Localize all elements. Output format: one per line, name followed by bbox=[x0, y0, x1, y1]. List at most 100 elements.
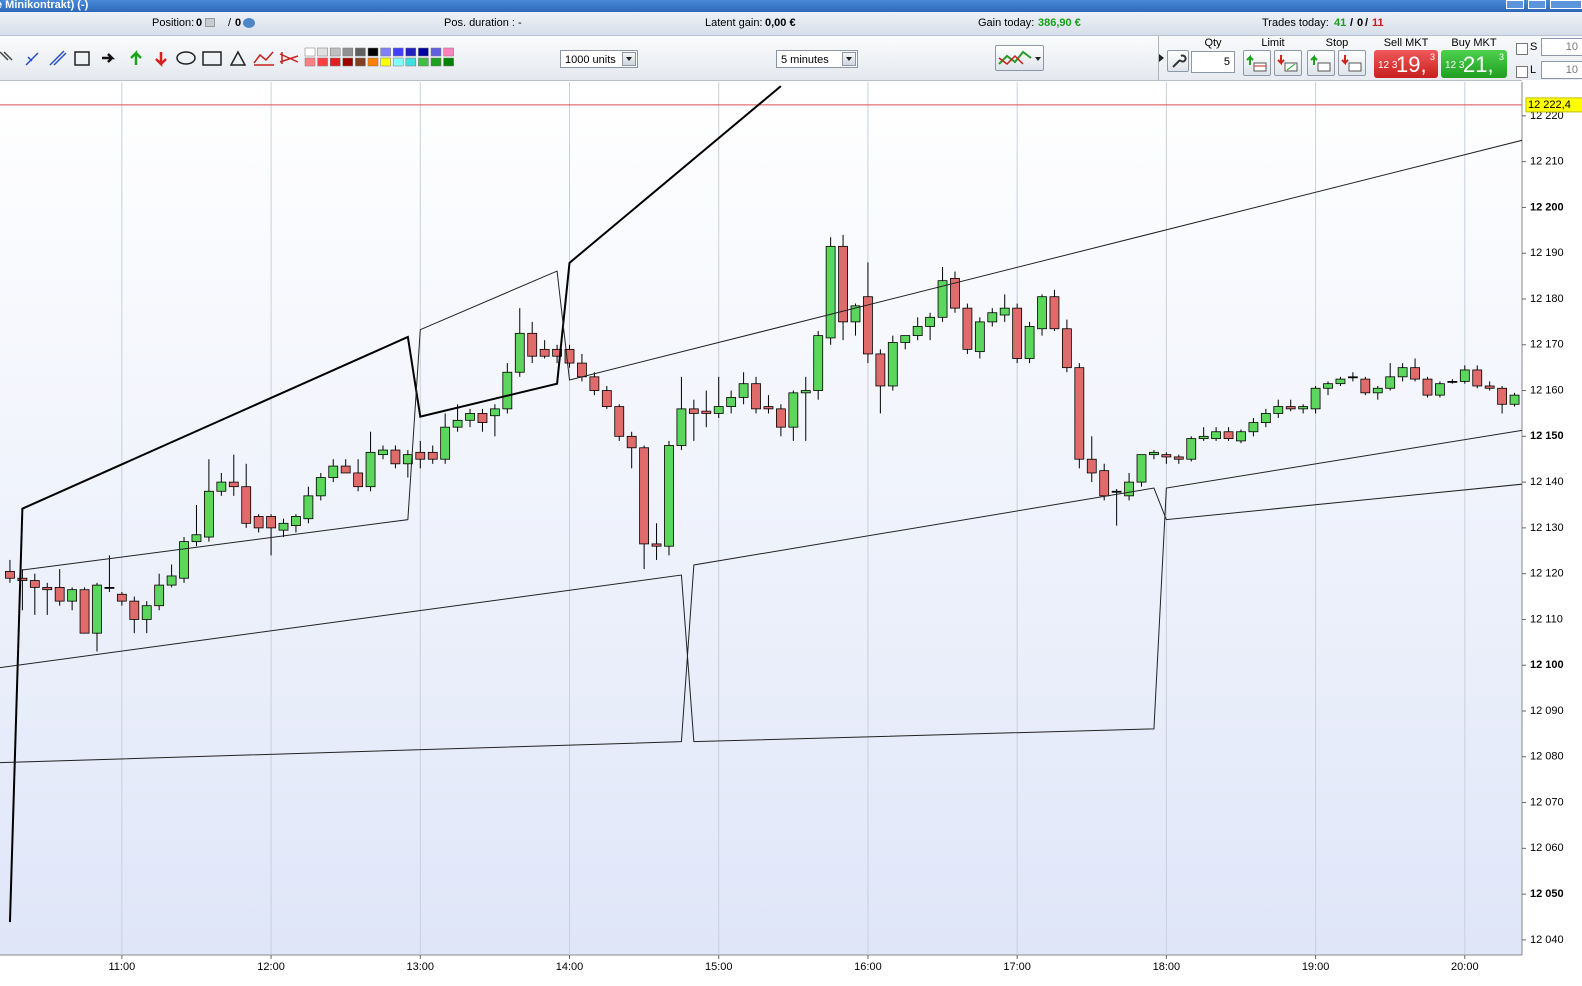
tool-up-arrow[interactable] bbox=[130, 49, 142, 65]
l-checkbox[interactable] bbox=[1516, 66, 1528, 78]
candle-body bbox=[1186, 438, 1197, 460]
palette-swatch[interactable] bbox=[430, 57, 442, 67]
position-settings-icon[interactable] bbox=[243, 18, 255, 28]
window-title-bar: e Minikontrakt) (-) bbox=[0, 0, 1582, 12]
x-tick-label: 17:00 bbox=[1003, 961, 1031, 973]
chart-style-icon bbox=[998, 50, 1041, 65]
gain-today-label: Gain today: bbox=[978, 17, 1035, 29]
y-tick-label: 12 170 bbox=[1530, 339, 1564, 351]
qty-input[interactable]: 5 bbox=[1191, 51, 1235, 73]
position-icon[interactable] bbox=[205, 18, 215, 27]
palette-swatch[interactable] bbox=[443, 47, 454, 57]
palette-swatch[interactable] bbox=[430, 47, 442, 57]
palette-swatch[interactable] bbox=[317, 47, 328, 57]
tool-eraser[interactable] bbox=[0, 51, 13, 61]
palette-swatch[interactable] bbox=[342, 47, 354, 57]
y-tick-label: 12 140 bbox=[1530, 476, 1564, 488]
interval-select[interactable]: 5 minutes bbox=[776, 50, 858, 68]
candle-body bbox=[1397, 367, 1408, 378]
buy-market-button[interactable]: 12 3 21, 3 bbox=[1441, 50, 1507, 78]
tool-fan[interactable] bbox=[279, 52, 299, 64]
limit-buy-button[interactable] bbox=[1243, 50, 1271, 76]
candle-body bbox=[887, 342, 898, 387]
palette-swatch[interactable] bbox=[405, 57, 417, 67]
palette-swatch[interactable] bbox=[329, 47, 341, 57]
palette-swatch[interactable] bbox=[380, 57, 391, 67]
sell-market-button[interactable]: 12 3 19, 3 bbox=[1374, 50, 1438, 78]
candle-body bbox=[763, 406, 774, 410]
candle-body bbox=[900, 335, 911, 343]
palette-swatch[interactable] bbox=[355, 57, 366, 67]
close-button[interactable] bbox=[1550, 0, 1582, 9]
palette-swatch[interactable] bbox=[367, 57, 379, 67]
palette-swatch[interactable] bbox=[304, 57, 316, 67]
latent-gain-value: 0,00 € bbox=[765, 17, 796, 29]
candle-body bbox=[1211, 431, 1222, 440]
candle-body bbox=[552, 348, 562, 357]
palette-swatch[interactable] bbox=[418, 47, 429, 57]
candle-body bbox=[1173, 456, 1184, 460]
candle-body bbox=[1149, 451, 1159, 456]
candle-body bbox=[800, 390, 811, 394]
x-tick-label: 12:00 bbox=[257, 961, 285, 973]
palette-swatch[interactable] bbox=[443, 57, 454, 67]
palette-swatch[interactable] bbox=[329, 57, 341, 67]
candle-body bbox=[141, 605, 152, 620]
indicator-line bbox=[8, 85, 782, 923]
candle-body bbox=[1484, 385, 1495, 389]
position-separator: / bbox=[228, 17, 232, 29]
x-tick-label: 18:00 bbox=[1153, 961, 1181, 973]
candle-body bbox=[1012, 307, 1023, 359]
settings-button[interactable] bbox=[1167, 50, 1189, 72]
stop-sell-button[interactable] bbox=[1338, 50, 1366, 76]
palette-swatch[interactable] bbox=[392, 47, 404, 57]
tool-rectangle[interactable] bbox=[202, 51, 222, 66]
sell-label: Sell MKT bbox=[1383, 37, 1429, 49]
l-input[interactable]: 10 bbox=[1541, 61, 1582, 79]
tool-arrow[interactable] bbox=[102, 53, 116, 63]
palette-swatch[interactable] bbox=[355, 47, 366, 57]
minimize-button[interactable] bbox=[1506, 0, 1524, 9]
stop-sell-icon bbox=[1341, 55, 1362, 72]
candle-body bbox=[564, 348, 575, 364]
candle-body bbox=[1285, 406, 1296, 410]
palette-swatch[interactable] bbox=[380, 47, 391, 57]
palette-swatch[interactable] bbox=[405, 47, 417, 57]
y-tick-label: 12 200 bbox=[1530, 201, 1564, 213]
candle-body bbox=[489, 408, 500, 417]
tool-channel[interactable] bbox=[49, 50, 67, 66]
palette-swatch[interactable] bbox=[317, 57, 328, 67]
palette-swatch[interactable] bbox=[367, 47, 379, 57]
palette-swatch[interactable] bbox=[342, 57, 354, 67]
candle-body bbox=[664, 445, 674, 547]
chart-style-button[interactable] bbox=[995, 45, 1044, 71]
candle-body bbox=[1497, 387, 1508, 405]
tool-down-arrow[interactable] bbox=[155, 52, 167, 68]
tool-line[interactable] bbox=[25, 52, 39, 66]
s-checkbox[interactable] bbox=[1516, 43, 1528, 55]
order-panel: Qty 5 Limit Stop Sell MKT 12 3 19, 3 Buy… bbox=[1158, 36, 1582, 80]
candle-body bbox=[1223, 431, 1234, 440]
position-short: 0 bbox=[235, 17, 242, 29]
candle-body bbox=[788, 392, 799, 428]
limit-sell-button[interactable] bbox=[1274, 50, 1302, 76]
candle-body bbox=[813, 335, 824, 391]
candle-body bbox=[17, 577, 28, 581]
candle-body bbox=[315, 477, 326, 497]
tool-triangle[interactable] bbox=[229, 50, 247, 66]
tool-text[interactable] bbox=[74, 51, 90, 66]
y-tick-label: 12 210 bbox=[1530, 156, 1564, 168]
palette-swatch[interactable] bbox=[304, 47, 316, 57]
maximize-button[interactable] bbox=[1528, 0, 1546, 9]
s-input[interactable]: 10 bbox=[1541, 38, 1582, 56]
panel-collapse[interactable] bbox=[1159, 54, 1165, 62]
candle-body bbox=[974, 321, 985, 353]
candle-body bbox=[1198, 435, 1209, 440]
tool-ellipse[interactable] bbox=[176, 51, 196, 65]
y-tick-label: 12 110 bbox=[1530, 613, 1563, 625]
stop-buy-button[interactable] bbox=[1307, 50, 1335, 76]
quantity-select[interactable]: 1000 units bbox=[560, 50, 638, 68]
tool-fibonacci[interactable] bbox=[253, 51, 274, 66]
palette-swatch[interactable] bbox=[418, 57, 429, 67]
palette-swatch[interactable] bbox=[392, 57, 404, 67]
